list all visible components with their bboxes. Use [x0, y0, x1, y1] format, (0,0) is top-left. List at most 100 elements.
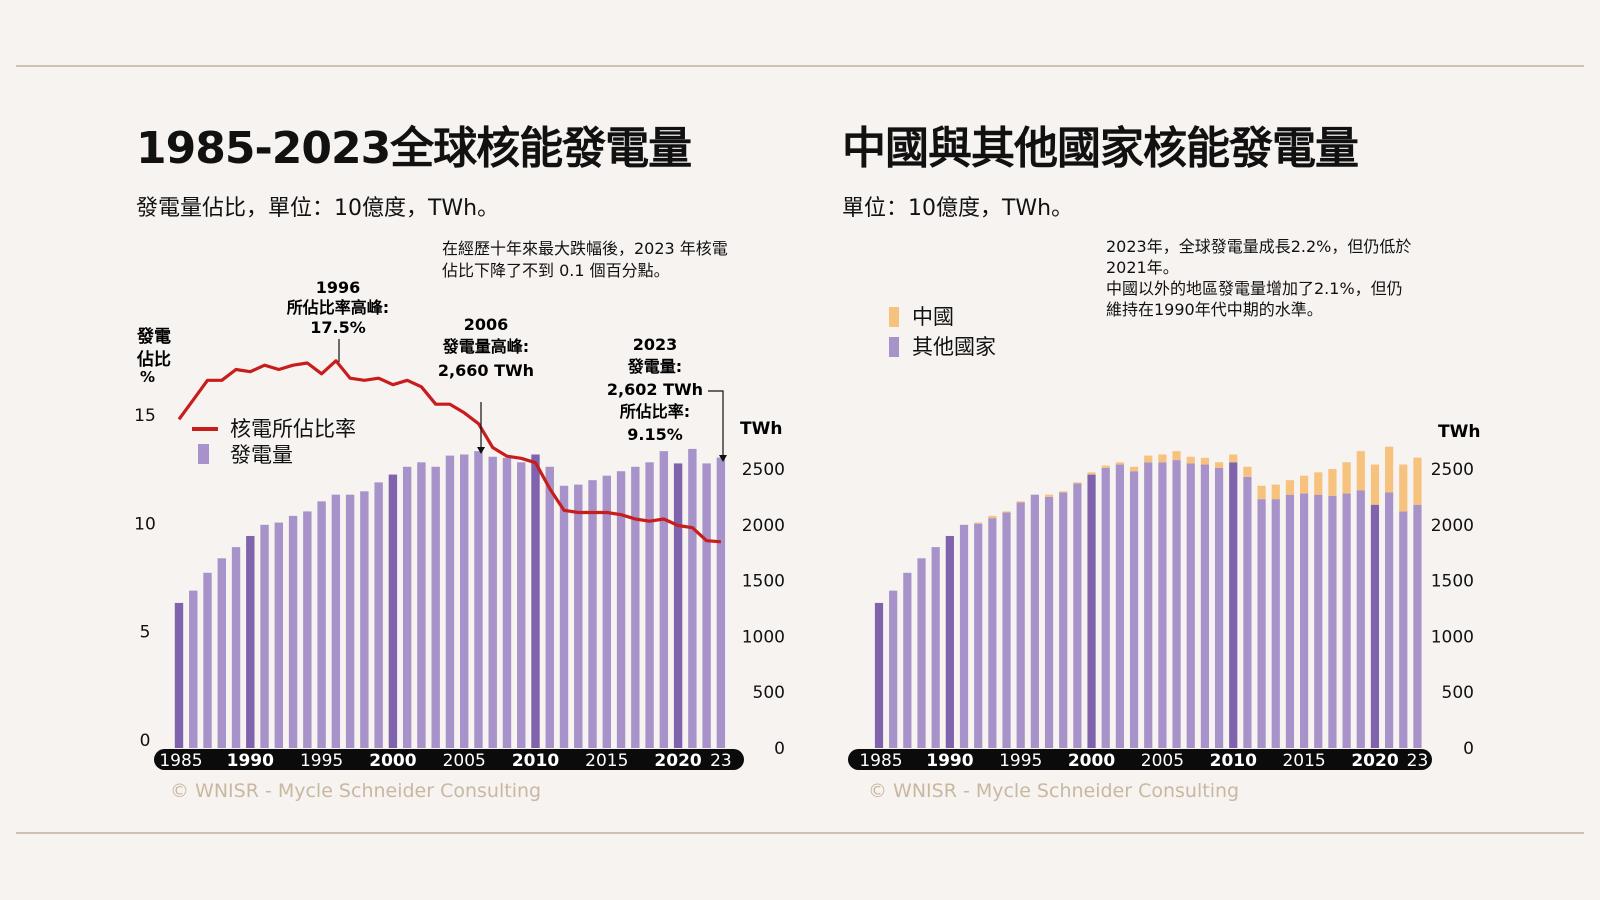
others-bar-1998: [1059, 492, 1068, 748]
others-bar-1986: [889, 590, 898, 748]
others-bar-2003: [1129, 471, 1139, 748]
others-bar-2015: [1300, 493, 1309, 748]
others-bar-1993: [988, 518, 997, 748]
china-bar-1993: [988, 515, 997, 519]
annotation-2006-value: 2,660 TWh: [438, 361, 534, 380]
china-bar-2021: [1385, 446, 1394, 493]
left-axis-title-line-3: %: [140, 368, 155, 386]
right-x-label-2005: 2005: [1141, 751, 1184, 771]
right-twh-axis: 0 500 1000 1500 2000 2500: [1431, 460, 1474, 759]
right-chart-note-line-1: 2023年，全球發電量成長2.2%，但仍低於: [1106, 237, 1412, 256]
left-x-label-2020: 2020: [654, 751, 701, 771]
others-bar-2000: [1087, 474, 1096, 748]
annotation-1996-year: 1996: [316, 278, 361, 297]
right-chart-note-line-4: 維持在1990年代中期的水準。: [1106, 300, 1323, 319]
bottom-rule: [16, 832, 1584, 834]
bar-2000: [388, 474, 398, 748]
bar-2018: [645, 462, 654, 748]
bar-1995: [317, 501, 326, 748]
bar-2019: [659, 451, 669, 748]
others-bar-2006: [1172, 460, 1181, 748]
china-bar-2011: [1243, 466, 1252, 477]
bar-2009: [517, 462, 526, 748]
others-bar-2005: [1158, 462, 1167, 748]
bar-2006: [474, 451, 483, 748]
others-bar-2023: [1413, 504, 1422, 748]
china-bar-2013: [1271, 484, 1280, 500]
left-twh-tick-1500: 1500: [742, 572, 785, 592]
others-bar-1996: [1030, 494, 1039, 748]
others-bar-2002: [1115, 464, 1124, 748]
annotation-2006: 2006 發電量高峰: 2,660 TWh: [438, 315, 534, 454]
others-bar-1985: [874, 602, 884, 748]
bar-1985: [174, 602, 184, 748]
others-bar-2010: [1229, 462, 1238, 748]
others-bar-1999: [1073, 483, 1082, 748]
others-bar-1997: [1044, 496, 1054, 748]
bar-2015: [602, 475, 611, 748]
right-bars-group: [874, 446, 1422, 748]
left-bars-group: [174, 448, 726, 748]
right-x-axis-band: [848, 749, 1432, 770]
china-bar-2006: [1172, 451, 1181, 461]
bar-2017: [631, 466, 640, 748]
right-chart-subtitle: 單位：10億度，TWh。: [842, 196, 1074, 221]
annotation-1996-value: 17.5%: [310, 318, 366, 337]
right-twh-tick-1000: 1000: [1431, 627, 1474, 647]
china-bar-2016: [1314, 472, 1323, 495]
china-bar-2008: [1200, 457, 1210, 465]
annotation-2023: 2023 發電量: 2,602 TWh 所佔比率: 9.15%: [607, 335, 727, 462]
china-bar-1999: [1073, 482, 1082, 484]
bar-2001: [402, 466, 412, 748]
bar-1996: [331, 494, 341, 748]
annotation-2023-label-share: 所佔比率:: [620, 402, 690, 421]
share-tick-5: 5: [140, 623, 151, 643]
left-axis-title-line-2: 佔比: [136, 349, 171, 370]
others-bar-2017: [1328, 495, 1337, 748]
others-bar-2019: [1356, 490, 1365, 748]
left-chart-note-line-1: 在經歷十年來最大跌幅後，2023 年核電: [442, 239, 728, 258]
others-bar-1988: [917, 558, 926, 748]
left-chart-title: 1985-2023全球核能發電量: [136, 123, 692, 174]
annotation-2023-year: 2023: [633, 335, 678, 354]
right-x-label-2015: 2015: [1282, 751, 1325, 771]
annotation-2023-value-share: 9.15%: [627, 425, 683, 444]
others-bar-2007: [1186, 463, 1195, 748]
bar-1992: [274, 522, 284, 748]
bar-2014: [588, 480, 597, 748]
right-x-label-23: 23: [1407, 751, 1429, 771]
others-bar-2004: [1144, 462, 1153, 748]
left-x-axis-band: [154, 749, 744, 770]
others-bar-2009: [1214, 467, 1224, 748]
right-x-label-2020: 2020: [1351, 751, 1398, 771]
left-x-label-1995: 1995: [300, 751, 343, 771]
others-bar-1991: [959, 524, 969, 748]
right-chart-note-line-3: 中國以外的地區發電量增加了2.1%，但仍: [1106, 279, 1403, 298]
others-bar-2021: [1385, 492, 1394, 748]
china-bar-2005: [1158, 454, 1167, 463]
china-bar-2014: [1285, 480, 1295, 495]
right-twh-tick-500: 500: [1442, 683, 1474, 703]
bar-1988: [217, 558, 226, 748]
left-chart-note-line-2: 佔比下降了不到 0.1 個百分點。: [442, 261, 670, 280]
bar-2005: [460, 454, 469, 748]
share-tick-15: 15: [134, 406, 156, 426]
bar-1987: [203, 572, 212, 748]
china-bar-2012: [1257, 485, 1266, 500]
left-credit: © WNISR - Mycle Schneider Consulting: [170, 780, 541, 802]
others-bar-1990: [945, 535, 954, 748]
legend-bar-swatch: [198, 444, 209, 464]
left-twh-tick-2500: 2500: [742, 460, 785, 480]
legend-bar-label: 發電量: [230, 443, 293, 467]
bar-2010: [531, 454, 540, 748]
china-bar-2002: [1115, 462, 1124, 465]
legend-others-swatch: [889, 337, 899, 357]
bar-2004: [445, 455, 455, 748]
legend-china-swatch: [889, 307, 899, 327]
bar-1998: [360, 491, 369, 748]
bar-1999: [374, 482, 383, 748]
left-share-axis: 0 5 10 15: [134, 406, 156, 751]
others-bar-2001: [1101, 467, 1110, 748]
annotation-2006-label: 發電量高峰:: [442, 337, 529, 356]
china-bar-2018: [1342, 462, 1351, 494]
